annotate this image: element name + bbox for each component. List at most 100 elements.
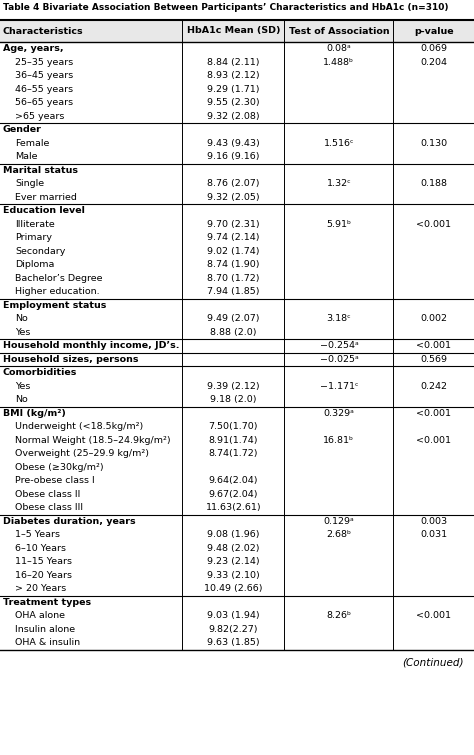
Text: Obese (≥30kg/m²): Obese (≥30kg/m²) xyxy=(15,463,104,472)
Text: 9.29 (1.71): 9.29 (1.71) xyxy=(207,85,260,94)
Text: 8.91(1.74): 8.91(1.74) xyxy=(209,436,258,445)
Text: Underweight (<18.5kg/m²): Underweight (<18.5kg/m²) xyxy=(15,422,143,431)
Text: No: No xyxy=(15,314,28,323)
Text: Education level: Education level xyxy=(3,206,85,215)
Text: > 20 Years: > 20 Years xyxy=(15,584,66,593)
Text: −0.254ᵃ: −0.254ᵃ xyxy=(319,341,358,350)
Text: 9.67(2.04): 9.67(2.04) xyxy=(209,490,258,499)
Text: <0.001: <0.001 xyxy=(416,220,451,229)
Text: 1.32ᶜ: 1.32ᶜ xyxy=(327,179,351,188)
Text: 0.003: 0.003 xyxy=(420,516,447,525)
Text: <0.001: <0.001 xyxy=(416,341,451,350)
Text: 0.242: 0.242 xyxy=(420,382,447,391)
Text: 25–35 years: 25–35 years xyxy=(15,57,73,66)
Text: 8.93 (2.12): 8.93 (2.12) xyxy=(207,71,260,80)
Text: 9.32 (2.05): 9.32 (2.05) xyxy=(207,193,260,202)
Text: 9.39 (2.12): 9.39 (2.12) xyxy=(207,382,260,391)
Text: 9.82(2.27): 9.82(2.27) xyxy=(209,624,258,633)
Text: Primary: Primary xyxy=(15,233,52,242)
Text: 9.74 (2.14): 9.74 (2.14) xyxy=(207,233,260,242)
Text: Household sizes, persons: Household sizes, persons xyxy=(3,355,138,364)
Text: Diabetes duration, years: Diabetes duration, years xyxy=(3,516,136,525)
Text: Secondary: Secondary xyxy=(15,247,65,256)
Text: 9.23 (2.14): 9.23 (2.14) xyxy=(207,557,260,566)
Text: 9.55 (2.30): 9.55 (2.30) xyxy=(207,98,260,107)
Text: 0.129ᵃ: 0.129ᵃ xyxy=(324,516,354,525)
Text: 10.49 (2.66): 10.49 (2.66) xyxy=(204,584,263,593)
Text: 0.204: 0.204 xyxy=(420,57,447,66)
Text: −1.171ᶜ: −1.171ᶜ xyxy=(319,382,358,391)
Text: Obese class III: Obese class III xyxy=(15,504,83,512)
Text: Insulin alone: Insulin alone xyxy=(15,624,75,633)
Text: Higher education.: Higher education. xyxy=(15,287,100,296)
Text: Comorbidities: Comorbidities xyxy=(3,368,77,378)
Text: 0.069: 0.069 xyxy=(420,45,447,54)
Text: 8.70 (1.72): 8.70 (1.72) xyxy=(207,274,260,283)
Text: 1.516ᶜ: 1.516ᶜ xyxy=(324,139,354,148)
Text: BMI (kg/m²): BMI (kg/m²) xyxy=(3,408,66,418)
Text: 0.031: 0.031 xyxy=(420,530,447,539)
Text: 46–55 years: 46–55 years xyxy=(15,85,73,94)
Text: 5.91ᵇ: 5.91ᵇ xyxy=(327,220,351,229)
Text: OHA & insulin: OHA & insulin xyxy=(15,638,80,647)
Text: Diploma: Diploma xyxy=(15,260,55,270)
Text: Pre-obese class I: Pre-obese class I xyxy=(15,476,95,485)
Text: 9.70 (2.31): 9.70 (2.31) xyxy=(207,220,260,229)
Text: Yes: Yes xyxy=(15,382,30,391)
Text: 6–10 Years: 6–10 Years xyxy=(15,544,66,553)
Text: 56–65 years: 56–65 years xyxy=(15,98,73,107)
Text: Normal Weight (18.5–24.9kg/m²): Normal Weight (18.5–24.9kg/m²) xyxy=(15,436,171,445)
Text: 0.130: 0.130 xyxy=(420,139,447,148)
Text: 9.43 (9.43): 9.43 (9.43) xyxy=(207,139,260,148)
Text: 11–15 Years: 11–15 Years xyxy=(15,557,72,566)
Text: (Continued): (Continued) xyxy=(402,658,464,667)
Text: 9.32 (2.08): 9.32 (2.08) xyxy=(207,112,260,121)
Text: 8.88 (2.0): 8.88 (2.0) xyxy=(210,328,257,337)
Text: 0.08ᵃ: 0.08ᵃ xyxy=(327,45,351,54)
Text: 9.16 (9.16): 9.16 (9.16) xyxy=(207,153,260,162)
Text: 9.18 (2.0): 9.18 (2.0) xyxy=(210,396,257,404)
Text: Treatment types: Treatment types xyxy=(3,598,91,607)
Text: 9.48 (2.02): 9.48 (2.02) xyxy=(207,544,260,553)
Text: HbA1c Mean (SD): HbA1c Mean (SD) xyxy=(187,26,280,35)
Text: 7.50(1.70): 7.50(1.70) xyxy=(209,422,258,431)
Text: 0.002: 0.002 xyxy=(420,314,447,323)
Text: 11.63(2.61): 11.63(2.61) xyxy=(206,504,261,512)
Text: −0.025ᵃ: −0.025ᵃ xyxy=(319,355,358,364)
Text: Employment status: Employment status xyxy=(3,300,106,310)
Text: No: No xyxy=(15,396,28,404)
Text: Marital status: Marital status xyxy=(3,166,78,174)
Text: Test of Association: Test of Association xyxy=(289,26,389,35)
Text: 2.68ᵇ: 2.68ᵇ xyxy=(327,530,351,539)
Text: Table 4 Bivariate Association Between Participants’ Characteristics and HbA1c (n: Table 4 Bivariate Association Between Pa… xyxy=(3,3,448,12)
Text: 8.84 (2.11): 8.84 (2.11) xyxy=(207,57,260,66)
Text: 9.63 (1.85): 9.63 (1.85) xyxy=(207,638,260,647)
Text: Ever married: Ever married xyxy=(15,193,77,202)
Text: 3.18ᶜ: 3.18ᶜ xyxy=(327,314,351,323)
Text: 0.569: 0.569 xyxy=(420,355,447,364)
Text: 16.81ᵇ: 16.81ᵇ xyxy=(323,436,355,445)
Text: 16–20 Years: 16–20 Years xyxy=(15,571,72,580)
Text: Single: Single xyxy=(15,179,44,188)
Text: Bachelor’s Degree: Bachelor’s Degree xyxy=(15,274,102,283)
Text: Overweight (25–29.9 kg/m²): Overweight (25–29.9 kg/m²) xyxy=(15,449,149,458)
Text: 9.08 (1.96): 9.08 (1.96) xyxy=(207,530,260,539)
Text: 9.64(2.04): 9.64(2.04) xyxy=(209,476,258,485)
Text: <0.001: <0.001 xyxy=(416,408,451,418)
Text: 8.76 (2.07): 8.76 (2.07) xyxy=(207,179,260,188)
Text: 9.03 (1.94): 9.03 (1.94) xyxy=(207,612,260,621)
Text: 9.49 (2.07): 9.49 (2.07) xyxy=(207,314,260,323)
Text: <0.001: <0.001 xyxy=(416,436,451,445)
Text: Yes: Yes xyxy=(15,328,30,337)
Text: 9.33 (2.10): 9.33 (2.10) xyxy=(207,571,260,580)
Text: 1.488ᵇ: 1.488ᵇ xyxy=(323,57,355,66)
Text: Male: Male xyxy=(15,153,37,162)
Text: >65 years: >65 years xyxy=(15,112,64,121)
Text: 8.74(1.72): 8.74(1.72) xyxy=(209,449,258,458)
Text: Illiterate: Illiterate xyxy=(15,220,55,229)
Text: 7.94 (1.85): 7.94 (1.85) xyxy=(207,287,260,296)
Text: 0.188: 0.188 xyxy=(420,179,447,188)
Text: Obese class II: Obese class II xyxy=(15,490,81,499)
Text: 9.02 (1.74): 9.02 (1.74) xyxy=(207,247,260,256)
Text: Female: Female xyxy=(15,139,49,148)
